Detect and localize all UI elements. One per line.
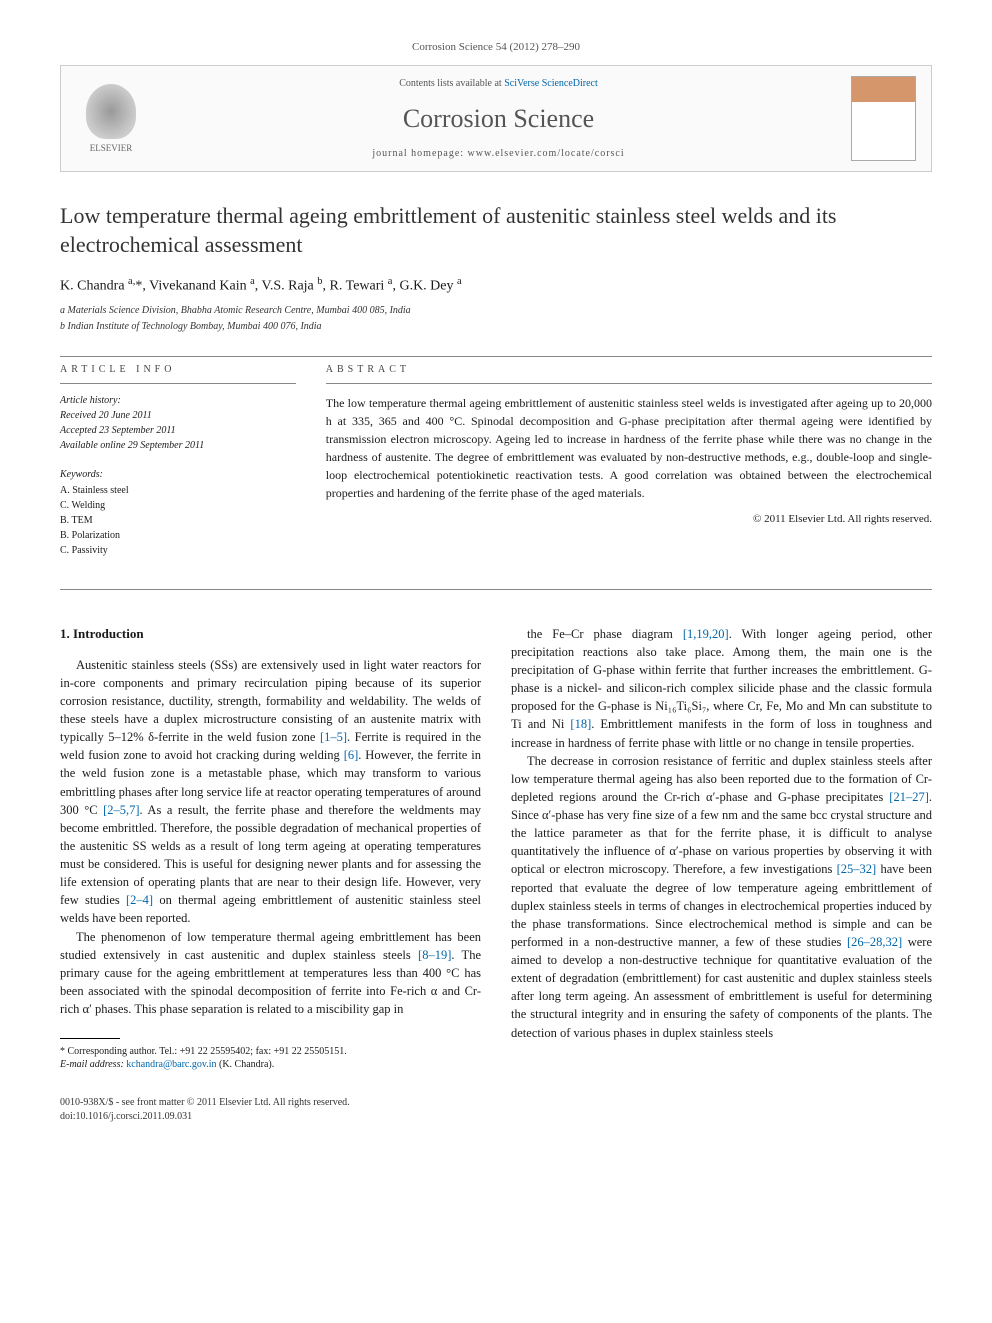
- sciencedirect-link[interactable]: SciVerse ScienceDirect: [504, 78, 598, 89]
- footer-line-1: 0010-938X/$ - see front matter © 2011 El…: [60, 1096, 932, 1110]
- email-suffix: (K. Chandra).: [219, 1059, 274, 1070]
- online-date: Available online 29 September 2011: [60, 439, 296, 453]
- keywords-heading: Keywords:: [60, 468, 296, 482]
- keyword: B. TEM: [60, 514, 296, 528]
- homepage-line: journal homepage: www.elsevier.com/locat…: [146, 147, 851, 161]
- affiliation-a: a Materials Science Division, Bhabha Ato…: [60, 304, 932, 318]
- email-label: E-mail address:: [60, 1059, 124, 1070]
- contents-prefix: Contents lists available at: [399, 78, 504, 89]
- body-paragraph: The decrease in corrosion resistance of …: [511, 752, 932, 1042]
- abstract-block: abstract The low temperature thermal age…: [326, 363, 932, 559]
- journal-cover-thumbnail: [851, 76, 916, 161]
- contents-available-line: Contents lists available at SciVerse Sci…: [146, 77, 851, 91]
- publisher-logo: ELSEVIER: [76, 79, 146, 159]
- corresponding-footnote: * Corresponding author. Tel.: +91 22 255…: [60, 1045, 481, 1071]
- article-info-block: article info Article history: Received 2…: [60, 363, 296, 559]
- keyword: B. Polarization: [60, 529, 296, 543]
- body-columns: 1. Introduction Austenitic stainless ste…: [60, 625, 932, 1071]
- body-paragraph: Austenitic stainless steels (SSs) are ex…: [60, 656, 481, 928]
- body-paragraph: the Fe–Cr phase diagram [1,19,20]. With …: [511, 625, 932, 752]
- section-1-heading: 1. Introduction: [60, 625, 481, 644]
- divider-info: [60, 383, 296, 384]
- accepted-date: Accepted 23 September 2011: [60, 424, 296, 438]
- elsevier-tree-icon: [86, 84, 136, 139]
- left-column: 1. Introduction Austenitic stainless ste…: [60, 625, 481, 1071]
- keyword: C. Passivity: [60, 544, 296, 558]
- divider-abstract: [326, 383, 932, 384]
- running-header: Corrosion Science 54 (2012) 278–290: [60, 40, 932, 55]
- page-footer: 0010-938X/$ - see front matter © 2011 El…: [60, 1096, 932, 1124]
- publisher-name: ELSEVIER: [90, 142, 133, 155]
- keyword: C. Welding: [60, 499, 296, 513]
- divider-top: [60, 356, 932, 357]
- keywords-block: Keywords: A. Stainless steel C. Welding …: [60, 468, 296, 558]
- abstract-label: abstract: [326, 363, 932, 377]
- received-date: Received 20 June 2011: [60, 409, 296, 423]
- homepage-url[interactable]: www.elsevier.com/locate/corsci: [468, 148, 625, 159]
- banner-center: Contents lists available at SciVerse Sci…: [146, 77, 851, 161]
- abstract-text: The low temperature thermal ageing embri…: [326, 394, 932, 502]
- corresponding-email-link[interactable]: kchandra@barc.gov.in: [126, 1059, 216, 1070]
- homepage-prefix: journal homepage:: [372, 148, 467, 159]
- journal-banner: ELSEVIER Contents lists available at Sci…: [60, 65, 932, 172]
- keyword: A. Stainless steel: [60, 484, 296, 498]
- article-title: Low temperature thermal ageing embrittle…: [60, 202, 932, 259]
- author-list: K. Chandra a,*, Vivekanand Kain a, V.S. …: [60, 275, 932, 296]
- article-info-label: article info: [60, 363, 296, 377]
- affiliations: a Materials Science Division, Bhabha Ato…: [60, 304, 932, 334]
- footnote-separator: [60, 1038, 120, 1039]
- right-column: the Fe–Cr phase diagram [1,19,20]. With …: [511, 625, 932, 1071]
- footer-doi: doi:10.1016/j.corsci.2011.09.031: [60, 1110, 932, 1124]
- body-paragraph: The phenomenon of low temperature therma…: [60, 928, 481, 1019]
- divider-bottom: [60, 589, 932, 590]
- journal-name: Corrosion Science: [146, 101, 851, 137]
- affiliation-b: b Indian Institute of Technology Bombay,…: [60, 320, 932, 334]
- corresponding-author-line: * Corresponding author. Tel.: +91 22 255…: [60, 1045, 481, 1058]
- history-heading: Article history:: [60, 394, 296, 408]
- abstract-copyright: © 2011 Elsevier Ltd. All rights reserved…: [326, 512, 932, 527]
